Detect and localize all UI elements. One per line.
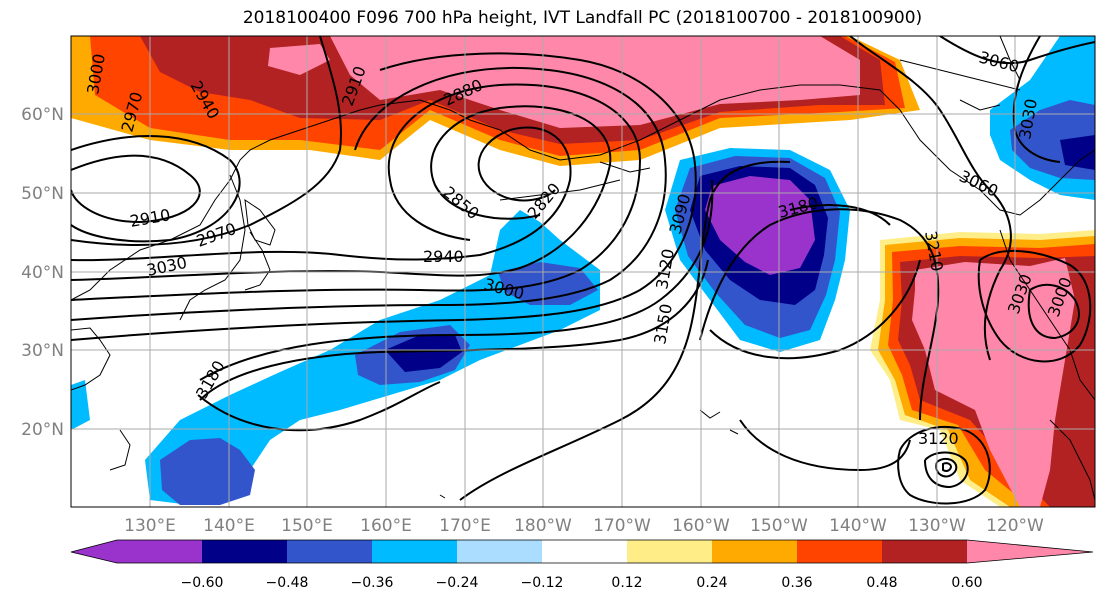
colorbar-tick-label: 0.12 — [611, 575, 642, 591]
lon-label: 140°E — [203, 516, 255, 536]
colorbar-segment — [712, 540, 797, 563]
colorbar-tick-label: −0.36 — [351, 575, 394, 591]
colorbar-segment — [372, 540, 457, 563]
colorbar — [70, 539, 1094, 564]
lon-label: 130°W — [908, 516, 966, 536]
lon-label: 170°W — [593, 516, 651, 536]
shading-positive-east — [870, 230, 1095, 507]
colorbar-tick-label: −0.48 — [266, 575, 309, 591]
contour-label: 2940 — [423, 247, 464, 266]
lon-label: 140°W — [829, 516, 887, 536]
gridlines — [71, 36, 1095, 507]
colorbar-tick-label: 0.36 — [781, 575, 812, 591]
lon-label: 120°W — [986, 516, 1044, 536]
lon-label: 160°W — [672, 516, 730, 536]
lon-label: 130°E — [124, 516, 176, 536]
colorbar-tick-label: −0.60 — [181, 575, 224, 591]
contour-labels: 3000 2970 2940 2910 2880 2910 2970 3030 … — [83, 48, 1075, 448]
coastlines — [71, 36, 1095, 501]
colorbar-segment — [117, 540, 202, 563]
colorbar-segment — [882, 540, 967, 563]
colorbar-ticks: −0.60 −0.48 −0.36 −0.24 −0.12 0.12 0.24 … — [181, 575, 983, 591]
latitude-labels: 60°N 50°N 40°N 30°N 20°N — [21, 105, 64, 440]
height-contours — [71, 36, 1095, 505]
colorbar-tick-label: 0.48 — [866, 575, 897, 591]
colorbar-extend-low — [71, 540, 117, 563]
lon-label: 180°W — [514, 516, 572, 536]
colorbar-extend-high — [967, 540, 1093, 563]
colorbar-segment — [287, 540, 372, 563]
colorbar-tick-label: 0.24 — [696, 575, 727, 591]
lat-label: 60°N — [21, 105, 64, 125]
map-border — [70, 35, 1096, 508]
figure-title: 2018100400 F096 700 hPa height, IVT Land… — [242, 8, 923, 28]
colorbar-segment — [202, 540, 287, 563]
colorbar-tick-label: −0.12 — [521, 575, 564, 591]
shading-negative-band — [145, 210, 600, 505]
longitude-labels: 130°E 140°E 150°E 160°E 170°E 180°W 170°… — [124, 516, 1044, 536]
shading-negative-northeast — [71, 36, 1095, 430]
lat-label: 20°N — [21, 420, 64, 440]
contour-label: 3120 — [918, 429, 959, 448]
colorbar-segment — [542, 540, 627, 563]
colorbar-tick-label: 0.60 — [951, 575, 982, 591]
lon-label: 150°W — [750, 516, 808, 536]
lon-label: 150°E — [281, 516, 333, 536]
lon-label: 170°E — [439, 516, 491, 536]
colorbar-segment — [797, 540, 882, 563]
colorbar-segment — [627, 540, 712, 563]
colorbar-segment — [457, 540, 542, 563]
shading-positive-north — [71, 36, 920, 166]
colorbar-border — [70, 539, 1094, 564]
colorbar-tick-label: −0.24 — [436, 575, 479, 591]
lon-label: 160°E — [360, 516, 412, 536]
lat-label: 30°N — [21, 341, 64, 361]
lat-label: 50°N — [21, 184, 64, 204]
lat-label: 40°N — [21, 263, 64, 283]
